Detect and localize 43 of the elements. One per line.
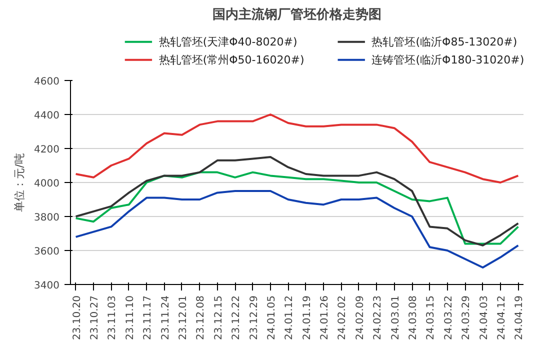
x-tick-label: 23.12.22 [231, 296, 242, 340]
x-tick-label: 24.02.23 [372, 296, 384, 340]
legend-label: 连铸管坯(临沂Φ180-31020#) [372, 53, 524, 66]
x-tick-label: 23.12.08 [196, 296, 207, 340]
y-tick-label: 3800 [34, 212, 60, 224]
legend-label: 热轧管坯(天津Φ40-8020#) [158, 35, 298, 48]
x-tick-label: 23.11.24 [160, 296, 172, 340]
line-series [74, 156, 520, 246]
x-tick-label: 23.12.15 [213, 296, 224, 340]
x-tick-label: 24.02.09 [354, 296, 366, 340]
x-tick-label: 24.04.03 [478, 296, 490, 340]
y-tick-label: 4400 [34, 110, 60, 122]
x-tick-label: 24.04.12 [496, 296, 508, 340]
x-tick-label: 24.01.12 [284, 296, 296, 340]
x-tick-label: 23.10.20 [72, 296, 83, 340]
legend-label: 热轧管坯(临沂Φ85-13020#) [372, 35, 518, 48]
x-tick-label: 24.01.19 [302, 296, 313, 340]
x-tick-label: 23.11.17 [142, 296, 154, 340]
x-tick-label: 23.10.27 [90, 296, 101, 340]
x-tick-label: 24.03.29 [461, 296, 472, 340]
x-tick-label: 24.03.22 [443, 296, 454, 340]
legend-label: 热轧管坯(常州Φ50-16020#) [158, 53, 304, 66]
y-tick-label: 4200 [34, 144, 60, 156]
y-axis-title: 单位：元/吨 [13, 153, 26, 212]
line-series [74, 190, 520, 268]
y-tick-label: 4000 [34, 178, 60, 190]
y-tick-label: 3400 [34, 280, 60, 292]
chart-title: 国内主流钢厂管坯价格走势图 [212, 6, 382, 22]
x-tick-label: 24.03.01 [390, 296, 402, 340]
x-tick-label: 24.01.05 [266, 296, 278, 340]
x-tick-label: 24.03.08 [408, 296, 420, 340]
y-tick-label: 4600 [34, 76, 60, 88]
x-tick-label: 23.11.10 [124, 296, 136, 340]
x-tick-label: 23.11.03 [107, 296, 118, 340]
line-series [74, 114, 520, 184]
x-tick-label: 23.12.01 [178, 296, 189, 340]
x-tick-label: 23.12.29 [248, 296, 260, 340]
x-tick-label: 24.02.02 [337, 296, 348, 340]
y-tick-label: 3600 [34, 246, 60, 258]
line-series [74, 171, 520, 245]
x-tick-label: 24.04.19 [514, 296, 526, 340]
x-tick-label: 24.03.15 [426, 296, 437, 340]
x-tick-label: 24.01.26 [320, 296, 331, 340]
